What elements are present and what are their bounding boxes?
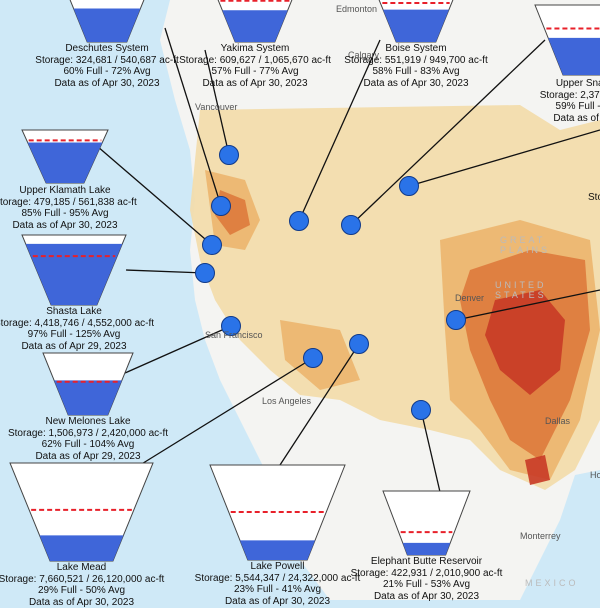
reservoir-glyph[interactable]: [43, 353, 133, 415]
reservoir-storage: Storage: 479,185 / 561,838 ac-ft: [0, 197, 137, 209]
reservoir-pct: 62% Full - 104% Avg: [8, 439, 168, 451]
city-label: Denver: [455, 293, 484, 303]
reservoir-pct: 97% Full - 125% Avg: [0, 329, 154, 341]
reservoir-marker[interactable]: [447, 311, 466, 330]
reservoir-marker[interactable]: [350, 335, 369, 354]
reservoir-water-level: [54, 380, 122, 415]
reservoir-pct: 29% Full - 50% Avg: [0, 585, 164, 597]
city-label: Monterrey: [520, 531, 561, 541]
reservoir-marker[interactable]: [290, 212, 309, 231]
region-label: MEXICO: [525, 578, 579, 588]
reservoir-date: Data as of Apr 30, 2023: [0, 597, 164, 608]
reservoir-glyph[interactable]: [10, 463, 153, 561]
reservoir-storage: Storage: 422,931 / 2,010,900 ac-ft: [351, 568, 503, 580]
reservoir-storage: Storage: 2,374,931 /: [540, 90, 600, 102]
reservoir-name: Lake Powell: [195, 561, 361, 573]
reservoir-water-level: [28, 142, 103, 183]
reservoir-name: Upper Klamath Lake: [0, 185, 137, 197]
city-label: Dallas: [545, 416, 570, 426]
city-label: Los Angeles: [262, 396, 311, 406]
reservoir-pct: 21% Full - 53% Avg: [351, 579, 503, 591]
reservoir-water-level: [74, 9, 141, 42]
reservoir-name: Boise System: [344, 43, 487, 55]
reservoir-label: Upper SnakeStorage: 2,374,931 /59% Full …: [540, 78, 600, 124]
reservoir-pct: 23% Full - 41% Avg: [195, 584, 361, 596]
reservoir-storage: Storage: 324,681 / 540,687 ac-ft: [35, 55, 178, 67]
reservoir-glyph[interactable]: [22, 130, 108, 183]
offscreen-reservoir-label: Sto: [588, 192, 600, 203]
reservoir-marker[interactable]: [304, 349, 323, 368]
city-label: Houston: [590, 470, 600, 480]
city-label: Vancouver: [195, 102, 237, 112]
reservoir-marker[interactable]: [400, 177, 419, 196]
reservoir-name: Deschutes System: [35, 43, 178, 55]
reservoir-name: Upper Snake: [540, 78, 600, 90]
reservoir-pct: 59% Full - 80: [540, 101, 600, 113]
reservoir-date: Data as of Apr 30, 2023: [344, 78, 487, 90]
reservoir-date: Data as of Apr 29, 2023: [8, 451, 168, 463]
reservoir-date: Data as of Apr 29, 2023: [0, 341, 154, 353]
reservoir-storage: Storage: 1,506,973 / 2,420,000 ac-ft: [8, 428, 168, 440]
region-label: UNITED STATES: [495, 280, 600, 300]
reservoir-date: Data as of Apr 30, 2023: [195, 596, 361, 608]
reservoir-date: Data as of Apr 30, 2023: [179, 78, 331, 90]
reservoir-pct: 60% Full - 72% Avg: [35, 66, 178, 78]
reservoir-date: Data as of Apr 30, 2023: [35, 78, 178, 90]
reservoir-pct: 57% Full - 77% Avg: [179, 66, 331, 78]
reservoir-name: Shasta Lake: [0, 306, 154, 318]
reservoir-marker[interactable]: [203, 236, 222, 255]
reservoir-pct: 85% Full - 95% Avg: [0, 208, 137, 220]
reservoir-name: New Melones Lake: [8, 416, 168, 428]
city-label: San Francisco: [205, 330, 263, 340]
reservoir-storage: Storage: 609,627 / 1,065,670 ac-ft: [179, 55, 331, 67]
reservoir-storage: Storage: 5,544,347 / 24,322,000 ac-ft: [195, 573, 361, 585]
reservoir-date: Data as of Apr 30, 2023: [351, 591, 503, 603]
reservoir-water-level: [26, 244, 123, 305]
reservoir-date: Data as of Apr 30, 2023: [0, 220, 137, 232]
city-label: Edmonton: [336, 4, 377, 14]
reservoir-marker[interactable]: [212, 197, 231, 216]
reservoir-glyph[interactable]: [22, 235, 126, 305]
reservoir-water-level: [403, 543, 450, 555]
region-label: GREAT PLAINS: [500, 235, 600, 255]
reservoir-storage: Storage: 7,660,521 / 26,120,000 ac-ft: [0, 574, 164, 586]
reservoir-name: Lake Mead: [0, 562, 164, 574]
reservoir-storage: Storage: 551,919 / 949,700 ac-ft: [344, 55, 487, 67]
reservoir-water-level: [240, 540, 315, 560]
reservoir-date: Data as of Apr: [540, 113, 600, 125]
reservoir-marker[interactable]: [196, 264, 215, 283]
reservoir-pct: 58% Full - 83% Avg: [344, 66, 487, 78]
reservoir-glyph[interactable]: [62, 0, 152, 42]
reservoir-name: Elephant Butte Reservoir: [351, 556, 503, 568]
reservoir-marker[interactable]: [412, 401, 431, 420]
reservoir-water-level: [40, 535, 124, 561]
reservoir-marker[interactable]: [342, 216, 361, 235]
reservoir-marker[interactable]: [220, 146, 239, 165]
reservoir-storage: Storage: 4,418,746 / 4,552,000 ac-ft: [0, 318, 154, 330]
reservoir-name: Yakima System: [179, 43, 331, 55]
